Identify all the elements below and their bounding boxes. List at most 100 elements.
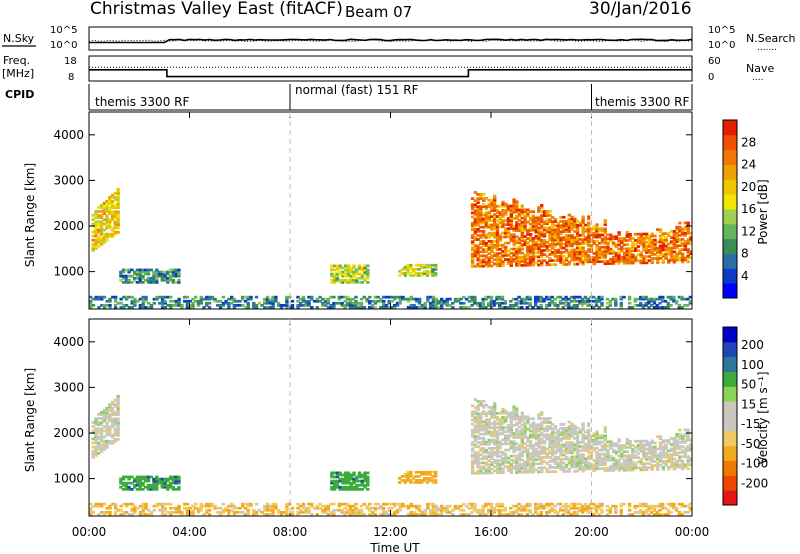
echo-cell	[232, 306, 237, 309]
echo-cell	[243, 295, 248, 299]
echo-cell	[349, 276, 353, 280]
echo-cell	[678, 221, 682, 225]
echo-cell	[493, 203, 497, 206]
echo-cell	[97, 431, 101, 435]
echo-cell	[661, 234, 665, 238]
echo-cell	[586, 508, 590, 512]
echo-cell	[589, 304, 593, 307]
echo-cell	[373, 295, 378, 299]
echo-cell	[583, 299, 588, 303]
echo-cell	[525, 504, 530, 508]
echo-cell	[628, 233, 632, 236]
echo-cell	[470, 467, 475, 471]
echo-cell	[484, 414, 489, 417]
echo-cell	[531, 214, 536, 218]
echo-cell	[393, 502, 397, 506]
echo-cell	[512, 241, 516, 245]
echo-cell	[644, 511, 648, 514]
echo-cell	[680, 449, 685, 452]
echo-cell	[113, 403, 117, 406]
echo-cell	[586, 511, 590, 514]
echo-cell	[476, 430, 480, 434]
echo-cell	[614, 452, 618, 456]
echo-cell	[506, 430, 511, 433]
echo-cell	[409, 272, 413, 275]
echo-cell	[581, 246, 585, 249]
echo-cell	[473, 295, 477, 299]
echo-cell	[517, 245, 522, 249]
echo-cell	[689, 231, 692, 235]
echo-cell	[672, 258, 677, 262]
echo-cell	[531, 210, 536, 214]
echo-cell	[672, 443, 677, 446]
echo-cell	[509, 208, 513, 212]
echo-cell	[675, 463, 679, 467]
echo-cell	[528, 251, 533, 255]
echo-cell	[531, 444, 536, 447]
echo-cell	[661, 439, 665, 442]
echo-cell	[581, 469, 585, 473]
echo-cell	[355, 270, 359, 274]
echo-cell	[105, 226, 109, 230]
echo-cell	[473, 420, 478, 424]
echo-cell	[346, 504, 350, 508]
echo-cell	[110, 425, 115, 429]
echo-cell	[622, 243, 627, 247]
echo-cell	[548, 456, 552, 459]
echo-cell	[603, 231, 607, 235]
echo-cell	[550, 301, 554, 305]
echo-cell	[122, 304, 126, 307]
echo-cell	[512, 467, 516, 470]
echo-cell	[653, 464, 657, 467]
echo-cell	[512, 446, 516, 450]
echo-cell	[221, 511, 226, 514]
echo-cell	[548, 437, 552, 441]
echo-cell	[105, 413, 109, 416]
echo-cell	[559, 423, 563, 426]
echo-cell	[312, 299, 317, 303]
echo-cell	[102, 429, 106, 433]
echo-cell	[476, 471, 480, 475]
echo-cell	[479, 221, 483, 225]
echo-cell	[417, 297, 422, 301]
echo-cell	[333, 274, 337, 278]
echo-cell	[575, 445, 580, 448]
echo-cell	[562, 437, 566, 440]
echo-cell	[152, 488, 156, 491]
echo-cell	[611, 442, 616, 446]
echo-cell	[484, 215, 489, 219]
echo-cell	[185, 506, 190, 510]
echo-cell	[559, 252, 563, 256]
echo-cell	[168, 276, 173, 280]
echo-cell	[575, 227, 580, 231]
echo-cell	[116, 212, 120, 216]
echo-cell	[409, 297, 413, 301]
echo-cell	[542, 240, 547, 244]
echo-cell	[573, 238, 577, 241]
echo-cell	[498, 264, 502, 268]
echo-cell	[108, 513, 112, 516]
echo-cell	[551, 445, 555, 449]
echo-cell	[387, 502, 391, 506]
echo-cell	[548, 220, 552, 223]
echo-cell	[672, 246, 677, 250]
x-tick-label: 20:00	[574, 525, 609, 539]
echo-cell	[692, 256, 695, 259]
echo-cell	[400, 479, 405, 482]
echo-cell	[495, 219, 500, 222]
echo-cell	[357, 268, 362, 272]
echo-cell	[675, 453, 679, 457]
echo-cell	[661, 461, 665, 465]
echo-cell	[411, 475, 416, 478]
echo-cell	[564, 445, 569, 449]
echo-cell	[509, 428, 513, 431]
echo-cell	[411, 268, 416, 271]
echo-cell	[133, 479, 137, 483]
echo-cell	[94, 419, 98, 422]
echo-cell	[506, 513, 510, 516]
echo-cell	[171, 506, 176, 510]
echo-cell	[680, 258, 685, 262]
echo-cell	[99, 226, 104, 230]
echo-cell	[498, 248, 502, 251]
echo-cell	[487, 459, 491, 462]
